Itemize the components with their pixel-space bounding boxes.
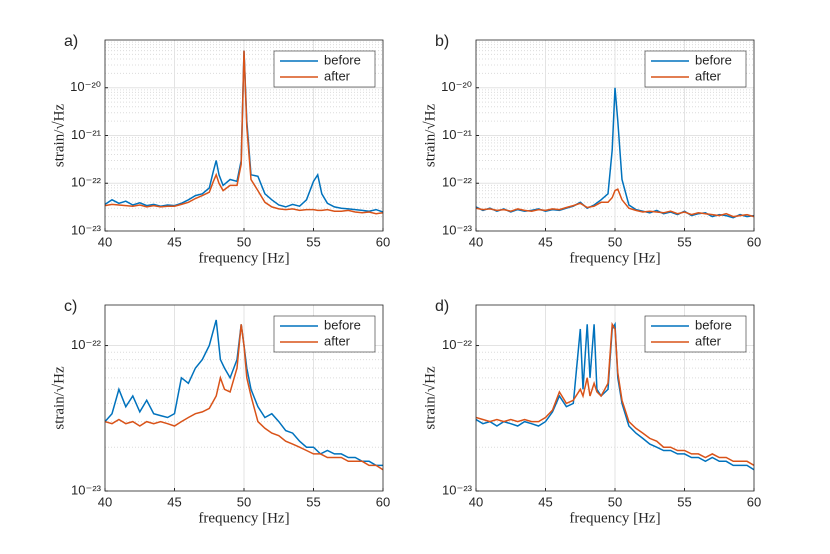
x-tick-label: 50 — [237, 234, 251, 249]
x-tick-label: 45 — [167, 234, 181, 249]
y-tick-label: 10⁻²³ — [442, 482, 473, 497]
y-axis-label: strain/√Hz — [422, 366, 438, 430]
x-tick-label: 40 — [98, 494, 112, 509]
legend-box — [273, 315, 376, 353]
axes-frame — [475, 39, 755, 232]
x-tick-label: 60 — [747, 234, 761, 249]
legend-label: before — [324, 317, 361, 332]
y-axis-label: strain/√Hz — [51, 366, 67, 430]
y-tick-label: 10⁻²¹ — [442, 127, 473, 142]
legend-box — [644, 50, 747, 88]
legend-label: after — [695, 68, 722, 83]
legend-label: before — [695, 317, 732, 332]
y-tick-label: 10⁻²⁰ — [441, 79, 472, 94]
series-line — [476, 321, 754, 467]
legend-label: before — [324, 52, 361, 67]
x-tick-label: 50 — [237, 494, 251, 509]
y-tick-label: 10⁻²⁰ — [70, 79, 101, 94]
series-line — [105, 324, 383, 471]
legend-box — [273, 50, 376, 88]
y-tick-label: 10⁻²³ — [442, 222, 473, 237]
x-tick-label: 45 — [167, 494, 181, 509]
x-tick-label: 55 — [306, 234, 320, 249]
x-tick-label: 60 — [376, 494, 390, 509]
panel-label: a) — [64, 33, 78, 50]
x-axis-label: frequency [Hz] — [198, 510, 289, 526]
y-tick-label: 10⁻²² — [71, 175, 102, 190]
x-tick-label: 40 — [98, 234, 112, 249]
series-line — [476, 188, 754, 218]
y-tick-label: 10⁻²² — [71, 337, 102, 352]
axes-frame — [104, 304, 384, 492]
x-axis-label: frequency [Hz] — [198, 250, 289, 266]
x-tick-label: 55 — [677, 234, 691, 249]
x-tick-label: 55 — [306, 494, 320, 509]
x-tick-label: 40 — [469, 494, 483, 509]
panel-label: c) — [64, 298, 77, 315]
x-tick-label: 60 — [376, 234, 390, 249]
legend-label: after — [695, 333, 722, 348]
legend-label: after — [324, 333, 351, 348]
legend-label: before — [695, 52, 732, 67]
y-tick-label: 10⁻²¹ — [71, 127, 102, 142]
y-tick-label: 10⁻²³ — [71, 222, 102, 237]
x-tick-label: 40 — [469, 234, 483, 249]
x-tick-label: 50 — [608, 494, 622, 509]
y-tick-label: 10⁻²² — [442, 175, 473, 190]
legend-box — [644, 315, 747, 353]
x-axis-label: frequency [Hz] — [569, 510, 660, 526]
legend-label: after — [324, 68, 351, 83]
x-axis-label: frequency [Hz] — [569, 250, 660, 266]
y-tick-label: 10⁻²³ — [71, 482, 102, 497]
x-tick-label: 55 — [677, 494, 691, 509]
x-tick-label: 45 — [538, 494, 552, 509]
x-tick-label: 60 — [747, 494, 761, 509]
panel-label: d) — [435, 298, 449, 315]
y-axis-label: strain/√Hz — [51, 104, 67, 168]
series-line — [105, 50, 383, 215]
axes-frame — [104, 39, 384, 232]
y-axis-label: strain/√Hz — [422, 104, 438, 168]
axes-frame — [475, 304, 755, 492]
series-line — [476, 87, 754, 219]
panel-label: b) — [435, 33, 449, 50]
x-tick-label: 45 — [538, 234, 552, 249]
y-tick-label: 10⁻²² — [442, 337, 473, 352]
x-tick-label: 50 — [608, 234, 622, 249]
